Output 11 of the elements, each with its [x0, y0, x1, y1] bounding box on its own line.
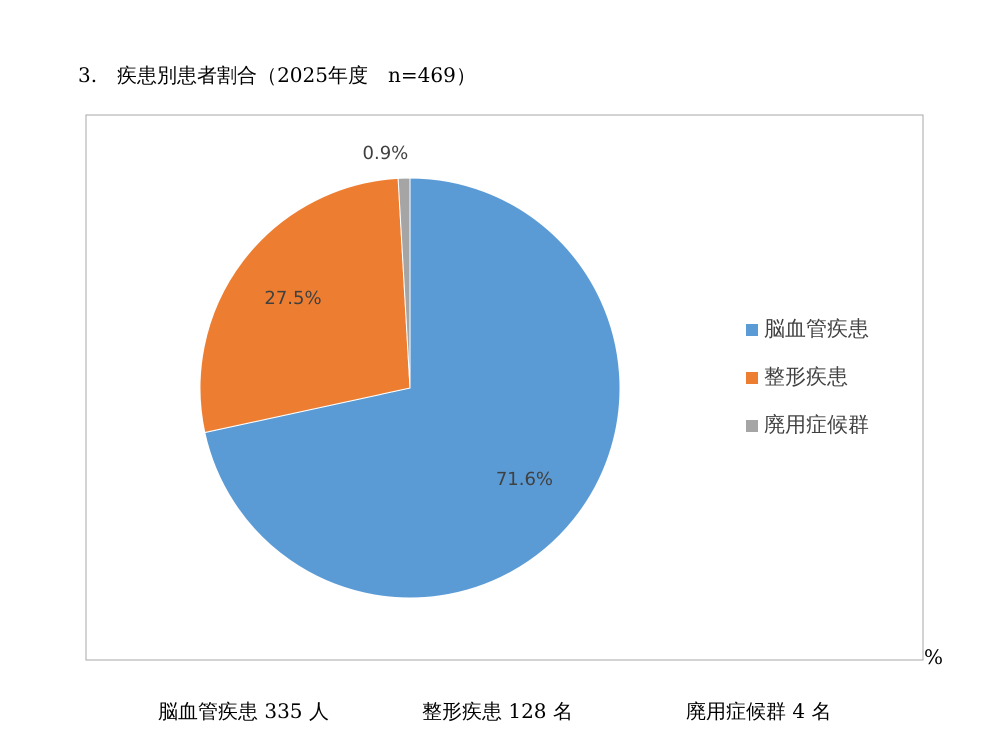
- data-label: 27.5%: [264, 288, 322, 309]
- text: %: [924, 645, 944, 669]
- legend-label: 整形疾患: [764, 364, 848, 389]
- text: 脳血管疾患 335 人: [158, 699, 329, 723]
- data-label: 71.6%: [496, 469, 554, 490]
- chart-title: 3. 疾患別患者割合（2025年度 n=469）: [78, 63, 476, 87]
- text: 廃用症候群 4 名: [686, 699, 832, 723]
- legend-label: 脳血管疾患: [764, 316, 869, 341]
- data-label: 0.9%: [362, 143, 408, 164]
- legend-label: 廃用症候群: [764, 412, 869, 437]
- text: 整形疾患 128 名: [422, 699, 573, 723]
